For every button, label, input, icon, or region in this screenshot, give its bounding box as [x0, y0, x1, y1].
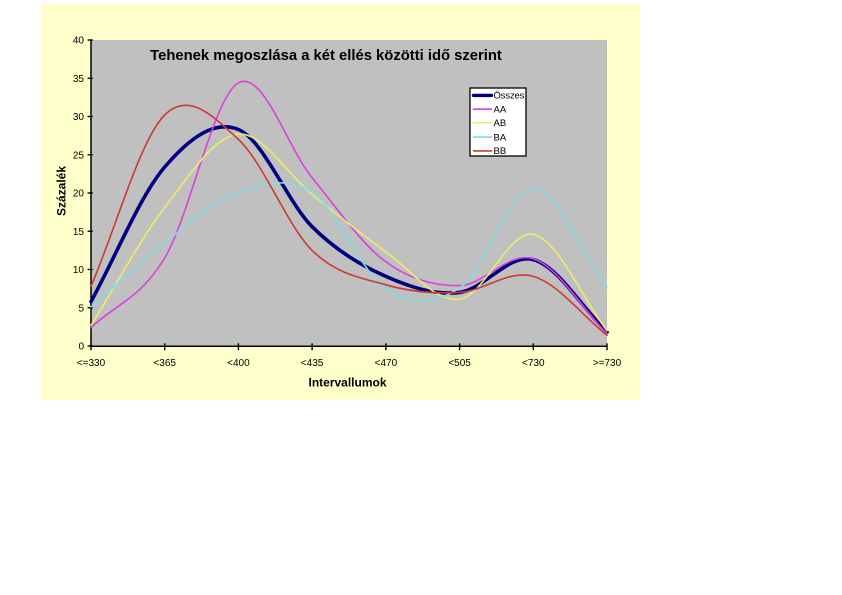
- svg-text:BA: BA: [494, 132, 507, 143]
- svg-text:<365: <365: [153, 358, 176, 369]
- svg-text:<730: <730: [522, 358, 545, 369]
- svg-text:15: 15: [73, 227, 85, 238]
- svg-text:20: 20: [73, 189, 85, 200]
- svg-text:Intervallumok: Intervallumok: [308, 375, 386, 389]
- svg-text:<505: <505: [448, 358, 471, 369]
- svg-text:<435: <435: [301, 358, 324, 369]
- svg-text:0: 0: [78, 342, 84, 353]
- svg-text:AA: AA: [494, 104, 507, 115]
- svg-text:Százalék: Százalék: [55, 166, 69, 216]
- svg-text:35: 35: [73, 74, 85, 85]
- svg-text:10: 10: [73, 265, 85, 276]
- svg-text:40: 40: [73, 36, 85, 47]
- svg-text:25: 25: [73, 150, 85, 161]
- svg-text:5: 5: [78, 303, 84, 314]
- svg-text:>=730: >=730: [593, 358, 622, 369]
- svg-text:30: 30: [73, 112, 85, 123]
- svg-text:AB: AB: [494, 118, 507, 129]
- svg-text:BB: BB: [494, 146, 507, 157]
- svg-text:<400: <400: [227, 358, 250, 369]
- svg-text:<=330: <=330: [77, 358, 106, 369]
- svg-text:Tehenek megoszlása a két ellés: Tehenek megoszlása a két ellés közötti i…: [150, 48, 502, 64]
- svg-text:Összes: Összes: [494, 91, 525, 102]
- svg-text:<470: <470: [375, 358, 398, 369]
